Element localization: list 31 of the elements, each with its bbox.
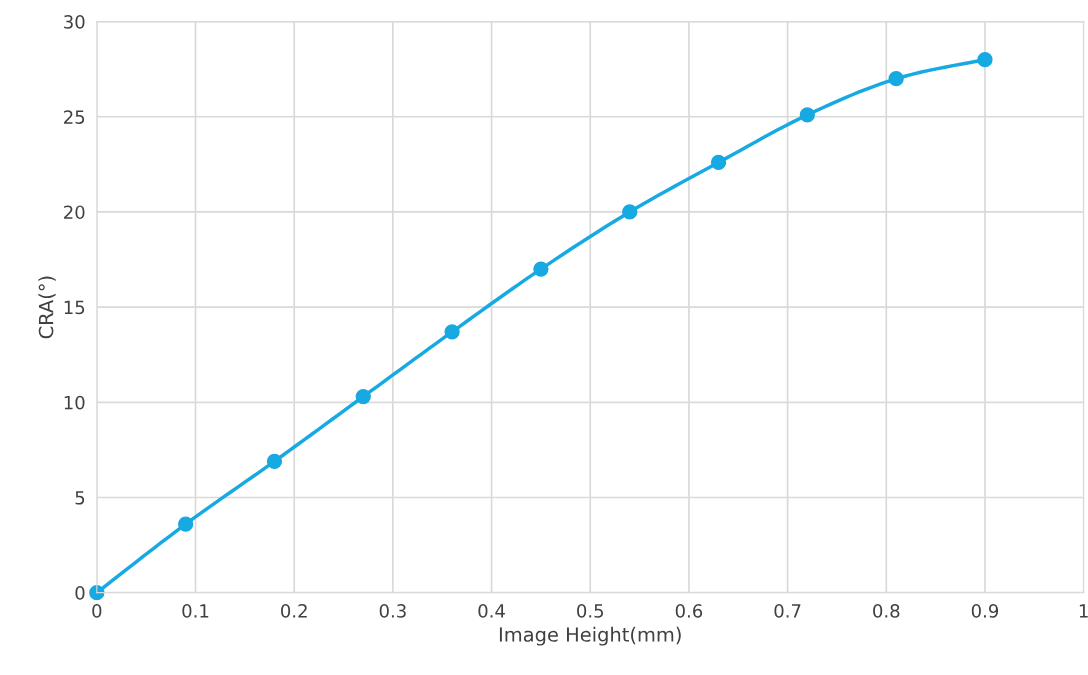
- y-tick-label: 0: [75, 586, 85, 600]
- y-tick-label: 5: [75, 491, 85, 505]
- point: [266, 453, 283, 469]
- x-tick-label: 0.9: [971, 604, 999, 618]
- x-tick-label: 1: [1079, 604, 1088, 618]
- point: [977, 52, 993, 68]
- x-tick-label: 0.7: [774, 604, 801, 618]
- x-tick-label: 0.3: [379, 604, 406, 618]
- x-tick-label: 0.8: [873, 604, 900, 618]
- y-tick-label: 30: [64, 15, 85, 29]
- point: [89, 585, 105, 601]
- x-axis-title: Image Height(mm): [499, 626, 681, 646]
- point: [355, 388, 371, 405]
- point: [533, 261, 549, 277]
- y-tick-label: 20: [64, 205, 85, 220]
- x-tick-label: 0.5: [577, 604, 604, 618]
- y-tick-label: 25: [64, 110, 85, 124]
- point: [888, 71, 904, 87]
- point: [178, 516, 194, 532]
- y-axis-title: CRA(°): [38, 276, 56, 339]
- point: [799, 107, 815, 123]
- x-tick-label: 0.6: [675, 604, 703, 618]
- x-tick-label: 0.2: [281, 604, 307, 618]
- y-tick-label: 10: [64, 395, 85, 410]
- x-tick-label: 0.1: [182, 604, 209, 618]
- point: [444, 324, 460, 340]
- x-tick-label: 0.4: [478, 604, 505, 618]
- point: [622, 204, 638, 220]
- x-tick-label: 0: [92, 604, 102, 618]
- point: [710, 154, 727, 171]
- y-tick-label: 15: [64, 300, 85, 315]
